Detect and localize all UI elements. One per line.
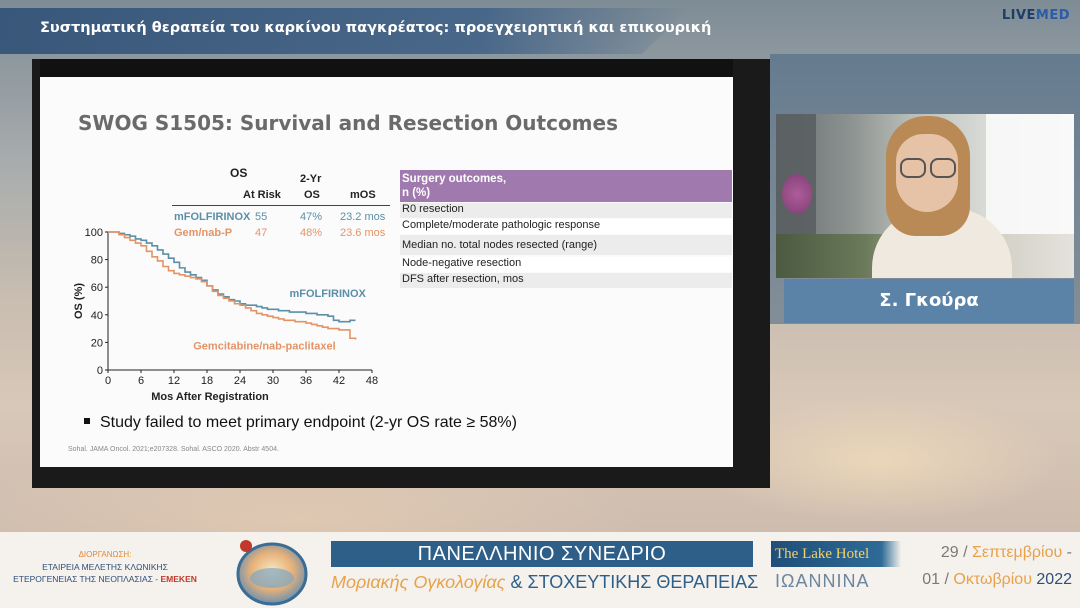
row-os2-gemnab: 48% bbox=[300, 227, 323, 239]
surgery-row: Node-negative resection bbox=[400, 257, 732, 272]
surgery-row: DFS after resection, mos bbox=[400, 273, 732, 288]
presentation-slide: SWOG S1505: Survival and Resection Outco… bbox=[40, 77, 733, 467]
y-axis-label: OS (%) bbox=[73, 283, 85, 319]
speaker-video bbox=[776, 114, 1074, 278]
table-divider bbox=[172, 205, 390, 206]
x-tick-label: 18 bbox=[201, 375, 213, 387]
km-survival-chart: 0 6 12 18 24 30 36 42 48 0 20 40 60 80 100 Mos After Re… bbox=[73, 227, 378, 403]
row-name-gemnab: Gem/nab-P bbox=[174, 227, 233, 239]
livemed-logo: LIVEMED bbox=[1001, 8, 1070, 23]
speaker-name: Σ. Γκούρα bbox=[784, 279, 1074, 323]
y-tick-label: 20 bbox=[91, 337, 103, 349]
bullet-point: Study failed to meet primary endpoint (2… bbox=[84, 414, 517, 432]
session-title: Συστηματική θεραπεία του καρκίνου παγκρέ… bbox=[40, 20, 712, 36]
organizer-name: ΕΤΑΙΡΕΙΑ ΜΕΛΕΤΗΣ ΚΛΩΝΙΚΗΣ ΕΤΕΡΟΓΕΝΕΙΑΣ Τ… bbox=[0, 561, 210, 585]
annotation-gemcitabine: Gemcitabine/nab-paclitaxel bbox=[193, 340, 335, 352]
x-axis-label: Mos After Registration bbox=[151, 391, 269, 403]
row-atrisk-gemnab: 47 bbox=[255, 227, 268, 239]
col-mos: mOS bbox=[350, 189, 376, 201]
x-tick-label: 30 bbox=[267, 375, 279, 387]
y-tick-label: 80 bbox=[91, 255, 103, 267]
surgery-header-line2: n (%) bbox=[402, 187, 431, 199]
y-tick-label: 0 bbox=[97, 365, 103, 377]
date-start: 29 / Σεπτεμβρίου - bbox=[940, 544, 1072, 561]
citation: Sohal. JAMA Oncol. 2021;e207328. Sohal. … bbox=[68, 446, 279, 453]
x-tick-label: 48 bbox=[366, 375, 378, 387]
bullet-text: Study failed to meet primary endpoint (2… bbox=[100, 414, 517, 431]
conference-subtitle: Μοριακής Ογκολογίας & ΣΤΟΧΕΥΤΙΚΗΣ ΘΕΡΑΠΕ… bbox=[331, 572, 759, 592]
x-tick-label: 12 bbox=[168, 375, 180, 387]
row-os2-mfolfirinox: 47% bbox=[300, 211, 323, 223]
slide-title: SWOG S1505: Survival and Resection Outco… bbox=[78, 111, 618, 135]
row-mos-mfolfirinox: 23.2 mos bbox=[340, 211, 386, 223]
y-tick-label: 40 bbox=[91, 310, 103, 322]
row-atrisk-mfolfirinox: 55 bbox=[255, 211, 268, 223]
city-name: ΙΩΑΝΝΙΝΑ bbox=[775, 571, 870, 591]
surgery-row: R0 resection bbox=[400, 203, 732, 218]
surgery-header-line1: Surgery outcomes, bbox=[402, 173, 507, 185]
organizer-line2: ΕΤΕΡΟΓΕΝΕΙΑΣ ΤΗΣ ΝΕΟΠΛΑΣΙΑΣ - ΕΜΕΚΕΝ bbox=[13, 574, 197, 584]
x-tick-label: 0 bbox=[105, 375, 111, 387]
y-tick-label: 100 bbox=[85, 227, 103, 239]
surgery-row: Complete/moderate pathologic response bbox=[400, 219, 732, 234]
conference-logo-icon bbox=[236, 540, 308, 606]
y-tick-label: 60 bbox=[91, 282, 103, 294]
col-2yr-a: 2-Yr bbox=[300, 173, 322, 185]
bullet-square-icon bbox=[84, 417, 90, 424]
row-name-mfolfirinox: mFOLFIRINOX bbox=[174, 211, 251, 223]
organizer-label: ΔΙΟΡΓΑΝΩΣΗ: bbox=[78, 550, 132, 559]
series-line-gemcitabine bbox=[108, 231, 357, 340]
x-tick-label: 42 bbox=[333, 375, 345, 387]
title-bar bbox=[0, 8, 690, 54]
x-tick-label: 24 bbox=[234, 375, 246, 387]
glasses-right-icon bbox=[930, 158, 956, 178]
orchid-flower bbox=[782, 174, 812, 214]
col-2yr-b: OS bbox=[304, 189, 320, 201]
venue-name: The Lake Hotel bbox=[771, 541, 901, 567]
x-tick-label: 6 bbox=[138, 375, 144, 387]
surgery-table-header: Surgery outcomes, n (%) bbox=[400, 170, 732, 202]
annotation-mfolfirinox: mFOLFIRINOX bbox=[290, 288, 367, 300]
slide-top-strip bbox=[40, 59, 733, 77]
glasses-left-icon bbox=[900, 158, 926, 178]
col-at-risk: At Risk bbox=[243, 189, 281, 201]
row-mos-gemnab: 23.6 mos bbox=[340, 227, 386, 239]
os-label: OS bbox=[230, 166, 248, 180]
date-end: 01 / Οκτωβρίου 2022 bbox=[922, 571, 1072, 588]
conference-title: ΠΑΝΕΛΛΗΝΙΟ ΣΥΝΕΔΡΙΟ bbox=[331, 541, 753, 567]
x-tick-label: 36 bbox=[300, 375, 312, 387]
series-line-mfolfirinox bbox=[108, 231, 356, 323]
surgery-row: Median no. total nodes resected (range) bbox=[400, 235, 732, 255]
organizer-line1: ΕΤΑΙΡΕΙΑ ΜΕΛΕΤΗΣ ΚΛΩΝΙΚΗΣ bbox=[42, 562, 168, 572]
